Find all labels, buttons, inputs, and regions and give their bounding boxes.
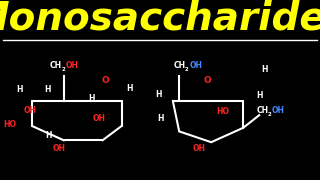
Text: OH: OH	[271, 106, 284, 115]
Text: HO: HO	[216, 107, 229, 116]
Text: OH: OH	[66, 61, 79, 70]
Text: H: H	[45, 130, 51, 140]
Text: HO: HO	[3, 120, 16, 129]
Text: OH: OH	[24, 106, 37, 115]
Text: OH: OH	[193, 144, 205, 153]
Text: 2: 2	[267, 112, 271, 117]
Text: H: H	[126, 84, 133, 93]
Text: 2: 2	[185, 67, 189, 72]
Text: O: O	[102, 76, 109, 85]
Text: H: H	[88, 94, 94, 103]
Text: H: H	[157, 114, 163, 123]
Text: OH: OH	[93, 114, 106, 123]
Text: H: H	[256, 91, 262, 100]
Text: OH: OH	[189, 61, 203, 70]
Text: H: H	[156, 90, 162, 99]
Text: H: H	[16, 85, 22, 94]
Text: OH: OH	[53, 144, 66, 153]
Text: H: H	[44, 85, 51, 94]
Text: 2: 2	[61, 67, 65, 72]
Text: H: H	[261, 65, 267, 74]
Text: CH: CH	[50, 61, 62, 70]
Text: CH: CH	[257, 106, 269, 115]
Text: O: O	[204, 76, 211, 86]
Text: CH: CH	[173, 61, 186, 70]
Text: Monosaccharides: Monosaccharides	[0, 0, 320, 38]
